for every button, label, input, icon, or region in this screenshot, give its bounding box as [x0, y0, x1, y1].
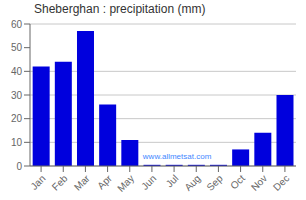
svg-text:10: 10 — [11, 137, 23, 148]
svg-text:May: May — [115, 173, 136, 194]
svg-text:30: 30 — [11, 90, 23, 101]
svg-text:50: 50 — [11, 42, 23, 53]
svg-text:Aug: Aug — [182, 173, 202, 193]
svg-text:Oct: Oct — [228, 173, 247, 192]
svg-text:Feb: Feb — [50, 172, 70, 192]
svg-text:Jul: Jul — [164, 173, 181, 190]
svg-text:60: 60 — [11, 19, 23, 30]
svg-text:20: 20 — [11, 113, 23, 124]
svg-text:0: 0 — [16, 161, 22, 172]
svg-text:40: 40 — [11, 66, 23, 77]
svg-text:Sep: Sep — [204, 172, 225, 193]
svg-text:Dec: Dec — [271, 173, 291, 193]
svg-text:Nov: Nov — [249, 173, 269, 193]
html-text:www.allmetsat.com: www.allmetsat.com — [142, 152, 212, 161]
svg-text:Mar: Mar — [72, 172, 92, 192]
html-text:Sheberghan : precipitation (mm: Sheberghan : precipitation (mm) — [34, 2, 206, 16]
svg-text:Jan: Jan — [28, 173, 47, 192]
svg-text:Apr: Apr — [95, 172, 114, 191]
svg-text:Jun: Jun — [139, 173, 158, 192]
